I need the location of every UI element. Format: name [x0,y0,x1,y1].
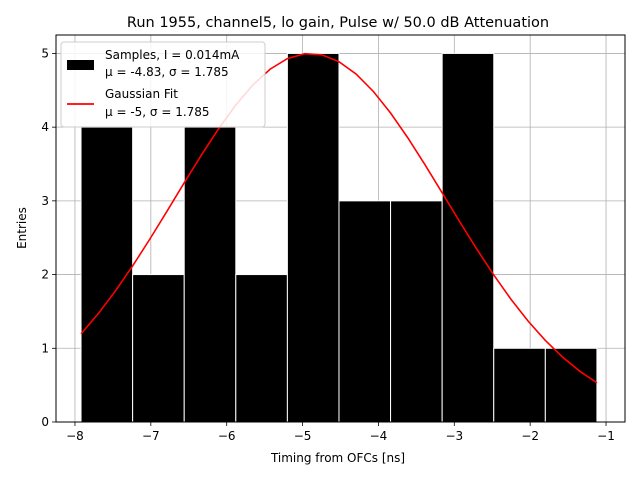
x-axis-label: Timing from OFCs [ns] [270,451,405,465]
legend-samples-stats: μ = -4.83, σ = 1.785 [105,65,229,79]
gaussian-fit [80,52,598,384]
x-tick-label: −3 [445,429,463,443]
histogram-bar [235,274,288,423]
histogram-bar [286,52,340,423]
x-tick-label: −4 [370,429,388,443]
histogram-bar [80,126,134,423]
histogram-bar [338,200,392,423]
y-tick-label: 5 [41,46,49,60]
legend: Samples, I = 0.014mA μ = -4.83, σ = 1.78… [60,41,266,128]
y-tick-label: 2 [41,268,49,282]
y-tick-label: 3 [41,194,49,208]
y-axis-ticks: 0 1 2 3 4 5 [41,46,56,429]
y-tick-label: 1 [41,341,49,355]
x-tick-label: −7 [142,429,160,443]
chart-title: Run 1955, channel5, lo gain, Pulse w/ 50… [127,15,549,31]
x-axis-ticks: −8 −7 −6 −5 −4 −3 −2 −1 [66,422,615,443]
y-tick-label: 0 [41,415,49,429]
plot-frame [55,34,626,423]
x-tick-label: −6 [218,429,236,443]
legend-samples-swatch [67,60,94,70]
x-tick-label: −1 [597,429,615,443]
legend-box [60,41,266,128]
histogram-bar [132,274,185,423]
legend-fit-stats: μ = -5, σ = 1.785 [105,105,210,119]
histogram-bars [80,52,598,423]
x-tick-label: −5 [294,429,312,443]
histogram-bar [441,52,495,423]
histogram-bar [390,200,443,423]
histogram-bar [183,126,237,423]
x-tick-label: −8 [66,429,84,443]
gaussian-fit-line [80,52,598,384]
histogram-bar [544,347,598,423]
y-axis-label: Entries [15,207,29,249]
legend-samples-label: Samples, I = 0.014mA [105,48,240,62]
x-tick-label: −2 [521,429,539,443]
legend-fit-label: Gaussian Fit [105,87,178,101]
histogram-bar [493,347,546,423]
y-tick-label: 4 [41,120,49,134]
